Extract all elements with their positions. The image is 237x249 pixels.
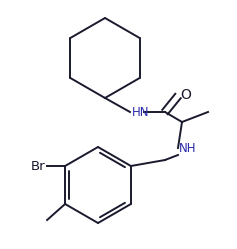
Text: O: O [180, 88, 191, 102]
Text: NH: NH [179, 141, 196, 154]
Text: Br: Br [31, 160, 45, 173]
Text: HN: HN [132, 106, 150, 119]
